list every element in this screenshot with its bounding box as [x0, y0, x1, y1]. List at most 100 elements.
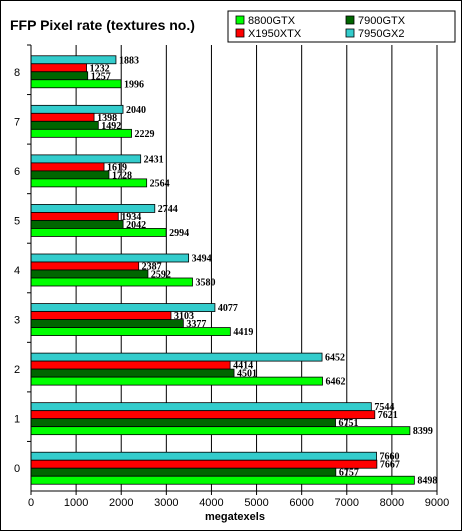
bar-value-label: 2994	[169, 228, 189, 239]
bar	[30, 178, 148, 188]
bar	[30, 402, 372, 412]
bar-value-label: 2744	[158, 204, 178, 215]
bar	[30, 261, 140, 271]
bar	[30, 360, 231, 370]
bar-value-label: 8399	[413, 426, 433, 437]
x-tick-label: 4000	[199, 497, 223, 509]
y-tick-label: 6	[14, 166, 20, 178]
legend-box	[227, 10, 456, 43]
y-tick-label: 1	[14, 414, 20, 426]
bar-value-label: 2040	[126, 105, 146, 116]
y-tick-label: 8	[14, 67, 20, 79]
bar	[30, 228, 167, 237]
bar	[30, 79, 122, 89]
y-tick-label: 5	[14, 215, 20, 227]
bar	[30, 128, 132, 138]
bar-value-label: 1232	[90, 63, 110, 74]
bar	[30, 212, 119, 221]
bar-value-label: 1883	[119, 55, 139, 66]
bar-value-label: 2564	[150, 178, 170, 189]
legend-swatch	[235, 28, 245, 38]
bar-value-label: 6462	[326, 377, 346, 388]
bar-value-label: 2042	[126, 220, 146, 231]
bar-value-label: 1398	[97, 113, 117, 124]
bar-value-label: 3580	[195, 278, 215, 289]
bar	[30, 220, 124, 229]
legend-swatch	[345, 28, 355, 38]
bar-value-label: 2387	[142, 262, 162, 273]
x-tick-label: 8000	[380, 497, 404, 509]
bar-value-label: 7621	[378, 410, 398, 421]
x-tick-label: 2000	[109, 497, 133, 509]
bar	[30, 459, 378, 469]
bar-value-label: 6751	[339, 418, 359, 429]
bar-value-label: 3103	[174, 311, 194, 322]
legend-label: 8800GTX	[248, 15, 296, 27]
bar	[30, 410, 376, 420]
bar-value-label: 1728	[112, 170, 132, 181]
bar-value-label: 4414	[233, 361, 253, 372]
bar	[30, 311, 172, 320]
y-tick-label: 7	[14, 116, 20, 128]
bar	[30, 418, 336, 428]
bar-value-label: 7660	[380, 452, 400, 463]
bar-value-label: 1257	[91, 71, 111, 82]
bar	[30, 120, 99, 130]
bar	[30, 170, 110, 180]
bar	[30, 475, 415, 485]
bar-value-label: 7544	[374, 402, 394, 413]
bar-value-label: 6757	[339, 468, 359, 479]
bar-value-label: 2229	[135, 129, 155, 140]
legend-swatch	[235, 15, 245, 25]
plot-area: 0 1000 2000 3000 4000 5000 6000 7000 8000 9000076…	[14, 44, 449, 509]
x-tick-label: 0	[28, 497, 34, 509]
bar	[30, 71, 89, 81]
bar	[30, 352, 323, 362]
bar	[30, 112, 95, 122]
y-tick-label: 3	[14, 315, 20, 327]
bar-value-label: 1934	[121, 212, 141, 223]
bar-value-label: 6452	[325, 353, 345, 364]
bar	[30, 277, 193, 287]
y-tick-label: 0	[14, 463, 20, 475]
bar-value-label: 4501	[237, 369, 257, 380]
legend-label: 7900GTX	[358, 15, 406, 27]
bar-value-label: 7667	[380, 460, 400, 471]
bar	[30, 319, 184, 328]
bar	[30, 162, 105, 172]
legend: 8800GTX 7900GTX X1950XTX 7950GX2	[227, 10, 456, 43]
y-tick-label: 2	[14, 364, 20, 376]
x-tick-label: 9000	[425, 497, 449, 509]
x-axis-label: megatexels	[205, 511, 265, 523]
bar	[30, 327, 231, 336]
bar-value-label: 8498	[417, 476, 437, 487]
bar-value-label: 3494	[192, 254, 212, 265]
x-tick-label: 7000	[335, 497, 359, 509]
legend-label: 7950GX2	[358, 28, 404, 40]
legend-label: X1950XTX	[248, 28, 302, 40]
bar	[30, 368, 235, 378]
chart-title: FFP Pixel rate (textures no.)	[10, 17, 195, 33]
x-tick-label: 6000	[289, 497, 313, 509]
bar-value-label: 4077	[218, 303, 238, 314]
bar	[30, 63, 87, 73]
bar	[30, 426, 411, 436]
bar-value-label: 2592	[151, 270, 171, 281]
y-tick-label: 4	[14, 265, 20, 277]
x-tick-label: 1000	[64, 497, 88, 509]
x-tick-label: 5000	[244, 497, 268, 509]
bar-value-label: 1619	[107, 162, 127, 173]
x-tick-label: 3000	[154, 497, 178, 509]
bar	[30, 467, 337, 477]
bar-value-label: 4419	[233, 327, 253, 338]
bar	[30, 451, 377, 461]
bar	[30, 376, 323, 386]
bar	[30, 269, 149, 279]
legend-swatch	[345, 15, 355, 25]
bar-value-label: 2431	[144, 154, 164, 165]
bar	[30, 253, 190, 263]
bar-value-label: 1492	[101, 121, 121, 132]
bar-value-label: 3377	[186, 319, 206, 330]
bar-value-label: 1996	[124, 79, 144, 90]
